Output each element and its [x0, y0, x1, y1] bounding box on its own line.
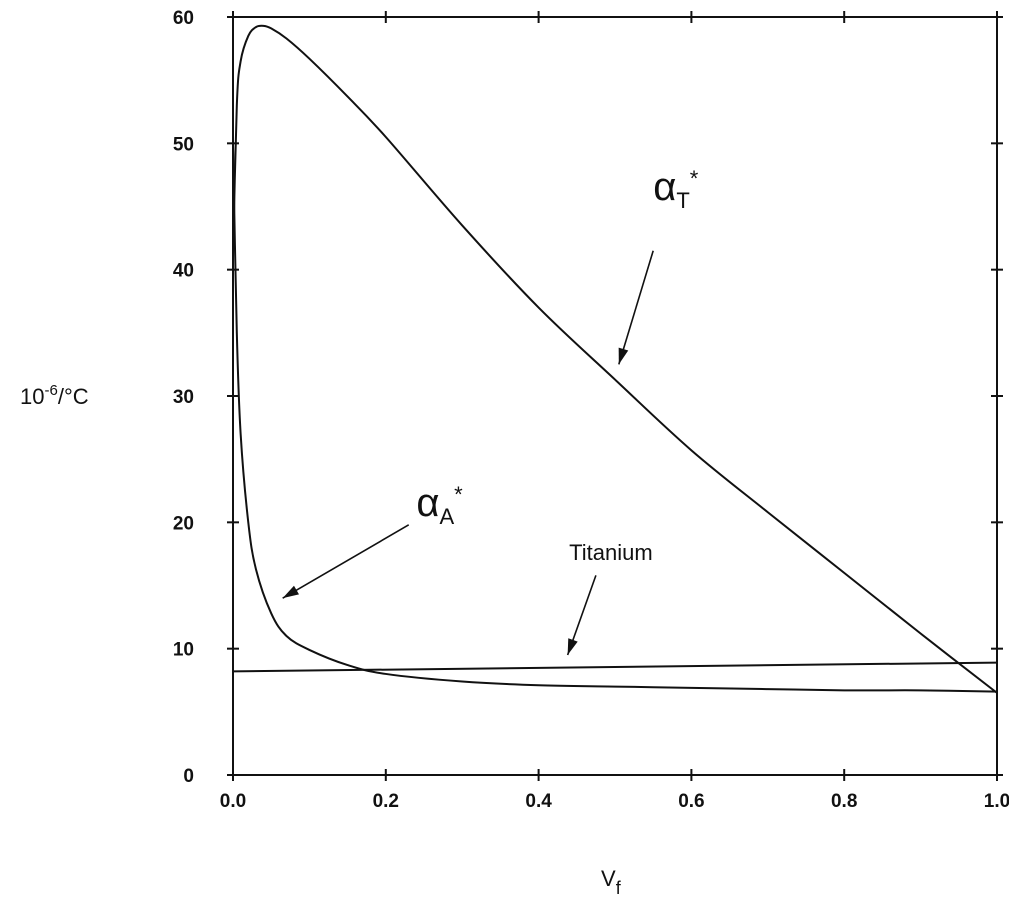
alpha-a-curve: [232, 143, 998, 693]
x-tick-label: 0.2: [373, 791, 399, 812]
alpha-t-curve: [232, 24, 998, 694]
series: [232, 24, 998, 694]
y-tick-label: 30: [173, 387, 194, 408]
y-tick-label: 40: [173, 261, 194, 282]
y-tick-label: 20: [173, 513, 194, 534]
y-tick-label: 60: [173, 8, 194, 29]
plot-frame: [232, 16, 998, 776]
y-axis-label: 10-6/°C: [20, 382, 89, 409]
x-tick-label: 0.6: [678, 791, 704, 812]
x-axis-label-main: V: [601, 866, 616, 891]
annotation-arrow-line: [282, 524, 410, 599]
x-tick-label: 0.4: [525, 791, 552, 812]
annotations: αT*αA*Titanium: [282, 165, 699, 656]
annotation-text: α: [653, 165, 676, 209]
x-tick-label: 0.0: [220, 791, 246, 812]
annotation-alpha-a: αA*: [416, 481, 463, 529]
titanium-line: [232, 661, 998, 673]
axis-ticks: 0.0 0.2 0.4 0.6 0.8 1.0 0 10 20 30 40 50 60: [173, 8, 1009, 812]
annotation-titanium: Titanium: [569, 540, 653, 565]
annotation-text: α: [416, 481, 439, 525]
x-tick-label: 0.8: [831, 791, 857, 812]
y-tick-label: 50: [173, 134, 194, 155]
annotation-arrowhead: [567, 638, 578, 655]
annotation-text: Titanium: [569, 540, 653, 565]
x-axis-label: Vf: [601, 866, 622, 898]
annotation-subscript: A: [439, 504, 454, 529]
annotation-arrowhead: [282, 585, 300, 599]
y-axis-label-exponent: -6: [44, 382, 57, 399]
annotation-superscript: *: [454, 482, 463, 507]
y-tick-label: 0: [183, 766, 194, 787]
x-tick-label: 1.0: [984, 791, 1009, 812]
x-axis-label-subscript: f: [616, 878, 622, 898]
plot-area-border: [232, 16, 998, 776]
annotation-arrow-line: [618, 250, 654, 365]
y-axis-label-unit: /°C: [58, 384, 89, 409]
annotation-alpha-t: αT*: [653, 165, 699, 213]
annotation-arrowhead: [618, 347, 629, 365]
annotation-subscript: T: [676, 188, 689, 213]
annotation-superscript: *: [690, 166, 699, 191]
y-axis-label-base: 10: [20, 384, 44, 409]
y-tick-label: 10: [173, 640, 194, 661]
